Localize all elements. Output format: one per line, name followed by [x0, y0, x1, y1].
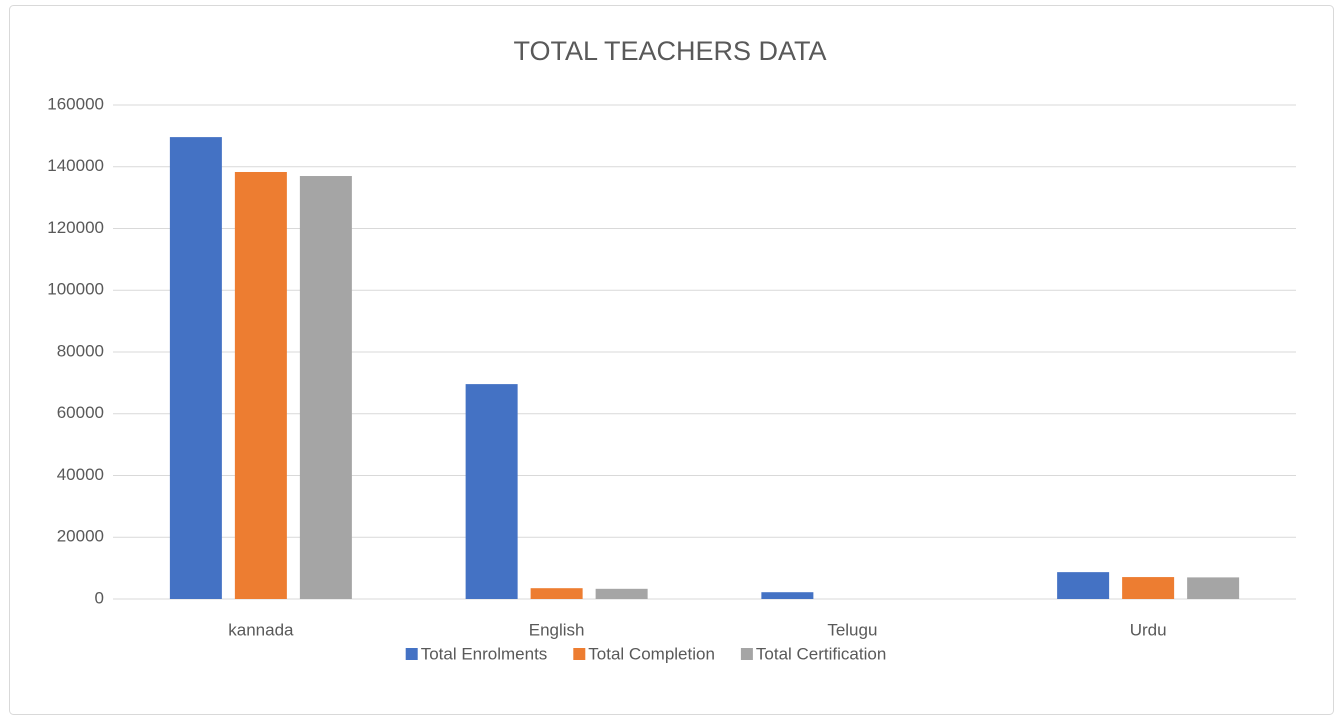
y-tick-label: 140000: [47, 156, 104, 175]
x-tick-label: kannada: [228, 620, 294, 639]
y-tick-label: 120000: [47, 218, 104, 237]
x-tick-label: Telugu: [827, 620, 877, 639]
x-tick-label: Urdu: [1130, 620, 1167, 639]
bar: [1057, 572, 1110, 599]
bar: [1187, 577, 1240, 599]
legend-swatch: [573, 648, 586, 660]
bar: [299, 176, 352, 599]
bar: [465, 384, 518, 599]
chart-title: TOTAL TEACHERS DATA: [513, 36, 826, 66]
x-tick-label: English: [529, 620, 585, 639]
y-tick-label: 20000: [57, 527, 104, 546]
y-tick-label: 0: [95, 588, 104, 607]
y-tick-label: 80000: [57, 341, 104, 360]
legend-swatch: [405, 648, 418, 660]
bar: [169, 137, 222, 600]
legend-label: Total Completion: [588, 644, 715, 663]
bar: [1122, 577, 1175, 599]
legend-label: Total Enrolments: [421, 644, 548, 663]
bar: [234, 171, 287, 599]
y-tick-label: 60000: [57, 403, 104, 422]
y-tick-label: 40000: [57, 465, 104, 484]
bar: [530, 588, 583, 599]
legend-swatch: [740, 648, 753, 660]
bar: [761, 592, 814, 599]
legend-label: Total Certification: [756, 644, 886, 663]
bar: [595, 588, 648, 599]
y-tick-label: 100000: [47, 280, 104, 299]
y-tick-label: 160000: [47, 94, 104, 113]
